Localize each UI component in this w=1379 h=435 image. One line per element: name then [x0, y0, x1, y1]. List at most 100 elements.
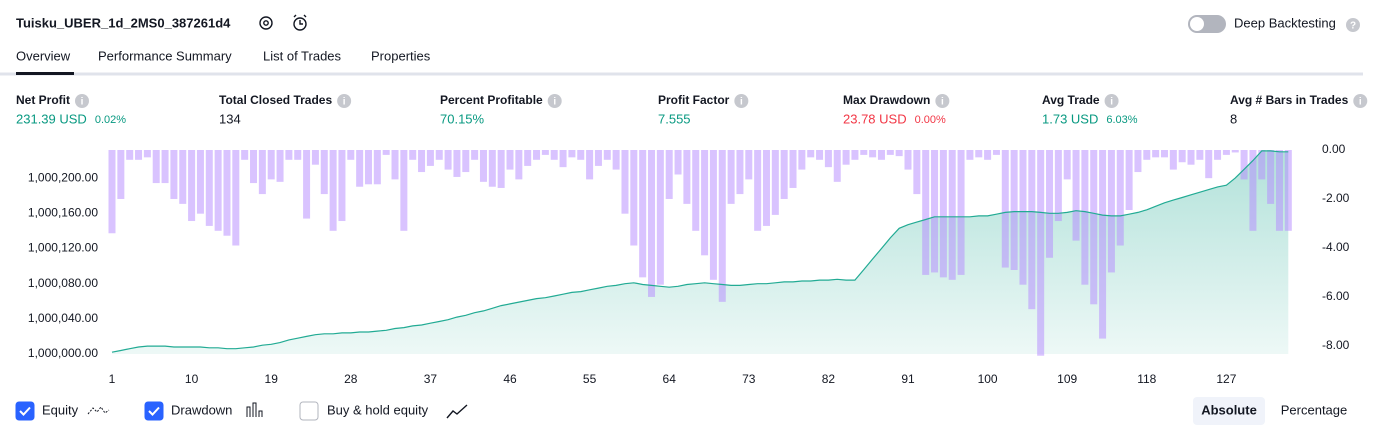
drawdown-bar [311, 150, 319, 165]
drawdown-bar [170, 150, 178, 199]
tab[interactable]: Performance Summary [98, 48, 232, 63]
absolute-button[interactable]: Absolute [1201, 402, 1257, 417]
drawdown-bar [842, 150, 850, 165]
tab[interactable]: Overview [16, 48, 71, 63]
info-icon[interactable] [75, 94, 89, 108]
drawdown-bar [824, 150, 832, 168]
drawdown-bar [550, 150, 558, 160]
drawdown-bar [329, 150, 337, 231]
drawdown-bar [612, 150, 620, 170]
drawdown-bar [975, 150, 983, 158]
drawdown-bar [1240, 150, 1248, 180]
drawdown-bar [1028, 150, 1036, 310]
metric-label: Max Drawdown [843, 93, 930, 107]
drawdown-bar [1275, 150, 1283, 231]
drawdown-bar [241, 150, 249, 160]
checkbox[interactable] [299, 401, 319, 421]
drawdown-bar [1116, 150, 1124, 246]
drawdown-bar [754, 150, 762, 231]
drawdown-bar [541, 150, 549, 155]
metric-value: 70.15% [440, 111, 485, 126]
tab[interactable]: List of Trades [263, 48, 342, 63]
drawdown-bar [276, 150, 284, 182]
info-icon[interactable] [1104, 94, 1119, 108]
info-icon[interactable] [734, 94, 749, 108]
y-tick-label: 1,000,120.00 [28, 241, 98, 255]
drawdown-bar [816, 150, 824, 160]
drawdown-bar [683, 150, 691, 204]
drawdown-bar [886, 150, 894, 155]
metric-label: Percent Profitable [440, 93, 543, 107]
drawdown-bar [444, 150, 452, 170]
y-tick-label: 1,000,080.00 [28, 276, 98, 290]
drawdown-bar [1072, 150, 1080, 241]
drawdown-bar [161, 150, 169, 184]
checkbox[interactable] [15, 401, 35, 421]
drawdown-bar [267, 150, 275, 180]
settings-icon[interactable] [259, 16, 273, 30]
drawdown-bar [1152, 150, 1160, 158]
deep-backtesting-toggle[interactable] [1188, 15, 1226, 33]
metric-value: 1.73 USD [1042, 111, 1098, 126]
tab[interactable]: Properties [371, 48, 431, 63]
drawdown-bar [665, 150, 673, 199]
drawdown-bar [364, 150, 372, 185]
alert-icon[interactable] [293, 14, 307, 31]
info-icon-glyph: i [81, 97, 84, 108]
checkbox[interactable] [144, 401, 164, 421]
drawdown-bar [179, 150, 187, 204]
drawdown-bar [709, 150, 717, 280]
x-tick-label: 109 [1057, 372, 1077, 386]
drawdown-bar [727, 150, 735, 204]
equity-icon [87, 406, 110, 415]
drawdown-bar [992, 150, 1000, 155]
drawdown-bar [488, 150, 496, 187]
drawdown-bar [497, 150, 505, 188]
drawdown-bar [869, 150, 877, 158]
drawdown-bar [860, 150, 868, 155]
percentage-button[interactable]: Percentage [1281, 402, 1348, 417]
drawdown-bar [135, 150, 143, 160]
drawdown-bar [807, 150, 815, 158]
info-icon[interactable] [547, 94, 562, 108]
absolute-button-bg[interactable] [1193, 397, 1265, 425]
y-tick-label: 1,000,000.00 [28, 346, 98, 360]
metric-value: 134 [219, 111, 241, 126]
x-tick-label: 127 [1216, 372, 1236, 386]
info-icon[interactable] [935, 94, 950, 108]
drawdown-bar [1267, 150, 1275, 204]
drawdown-bar [1169, 150, 1177, 170]
drawdown-bar [1160, 150, 1168, 158]
drawdown-bar [913, 150, 921, 195]
y-tick-label: 1,000,040.00 [28, 311, 98, 325]
x-tick-label: 46 [503, 372, 517, 386]
info-icon-glyph: i [740, 97, 743, 108]
drawdown-bar [1063, 150, 1071, 180]
drawdown-bar [639, 150, 647, 278]
drawdown-bar [736, 150, 744, 195]
drawdown-bar [382, 150, 390, 155]
drawdown-bar [117, 150, 125, 199]
info-icon[interactable] [1353, 94, 1368, 108]
drawdown-bar [1010, 150, 1018, 270]
x-tick-label: 28 [344, 372, 358, 386]
drawdown-bar [409, 150, 417, 160]
drawdown-bar [630, 150, 638, 246]
drawdown-bar [1222, 150, 1230, 155]
drawdown-bar [1134, 150, 1142, 173]
equity-line [111, 150, 1289, 353]
info-icon-glyph: i [941, 97, 944, 108]
drawdown-bar [250, 150, 258, 184]
y2-tick-label: 0.00 [1322, 142, 1346, 156]
drawdown-bar [462, 150, 470, 173]
drawdown-bar [223, 150, 231, 236]
drawdown-bar [559, 150, 567, 168]
help-icon[interactable]: ? [1346, 18, 1360, 32]
drawdown-bar [214, 150, 222, 231]
drawdown-bar [515, 150, 523, 180]
drawdown-bar [656, 150, 664, 285]
x-tick-label: 1 [109, 372, 116, 386]
info-icon[interactable] [337, 94, 352, 108]
metric-value: 231.39 USD [16, 111, 87, 126]
drawdown-bar [435, 150, 443, 160]
